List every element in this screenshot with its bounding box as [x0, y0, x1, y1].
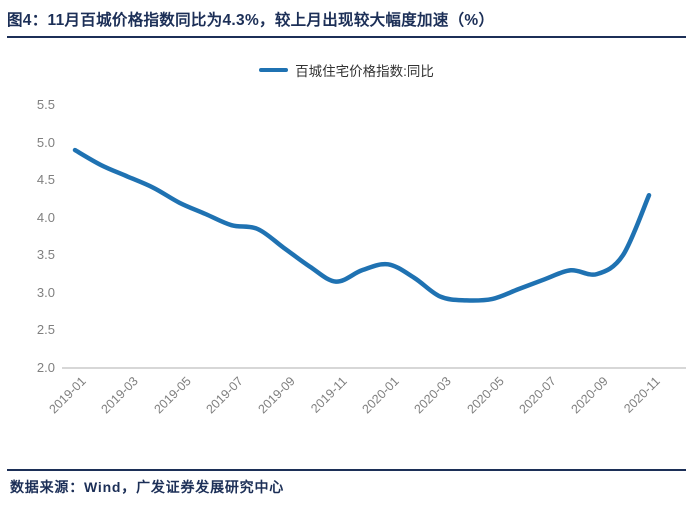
chart-legend: 百城住宅价格指数:同比 — [0, 62, 693, 79]
data-source: 数据来源：Wind，广发证券发展研究中心 — [10, 479, 285, 495]
footer-divider — [7, 469, 686, 471]
figure-title: 图4：11月百城价格指数同比为4.3%，较上月出现较大幅度加速（%） — [7, 8, 686, 38]
legend-line-sample — [259, 68, 289, 72]
y-tick-label: 2.5 — [36, 322, 55, 338]
y-tick-label: 3.5 — [36, 247, 55, 263]
y-tick-label: 5.0 — [36, 134, 55, 150]
y-tick-label: 2.0 — [36, 360, 55, 375]
series-line — [72, 147, 652, 303]
y-tick-label: 3.0 — [36, 284, 55, 300]
y-tick-label: 4.0 — [36, 209, 55, 225]
legend-label: 百城住宅价格指数:同比 — [295, 64, 434, 79]
y-tick-label: 4.5 — [36, 172, 55, 188]
y-tick-label: 5.5 — [36, 97, 55, 112]
